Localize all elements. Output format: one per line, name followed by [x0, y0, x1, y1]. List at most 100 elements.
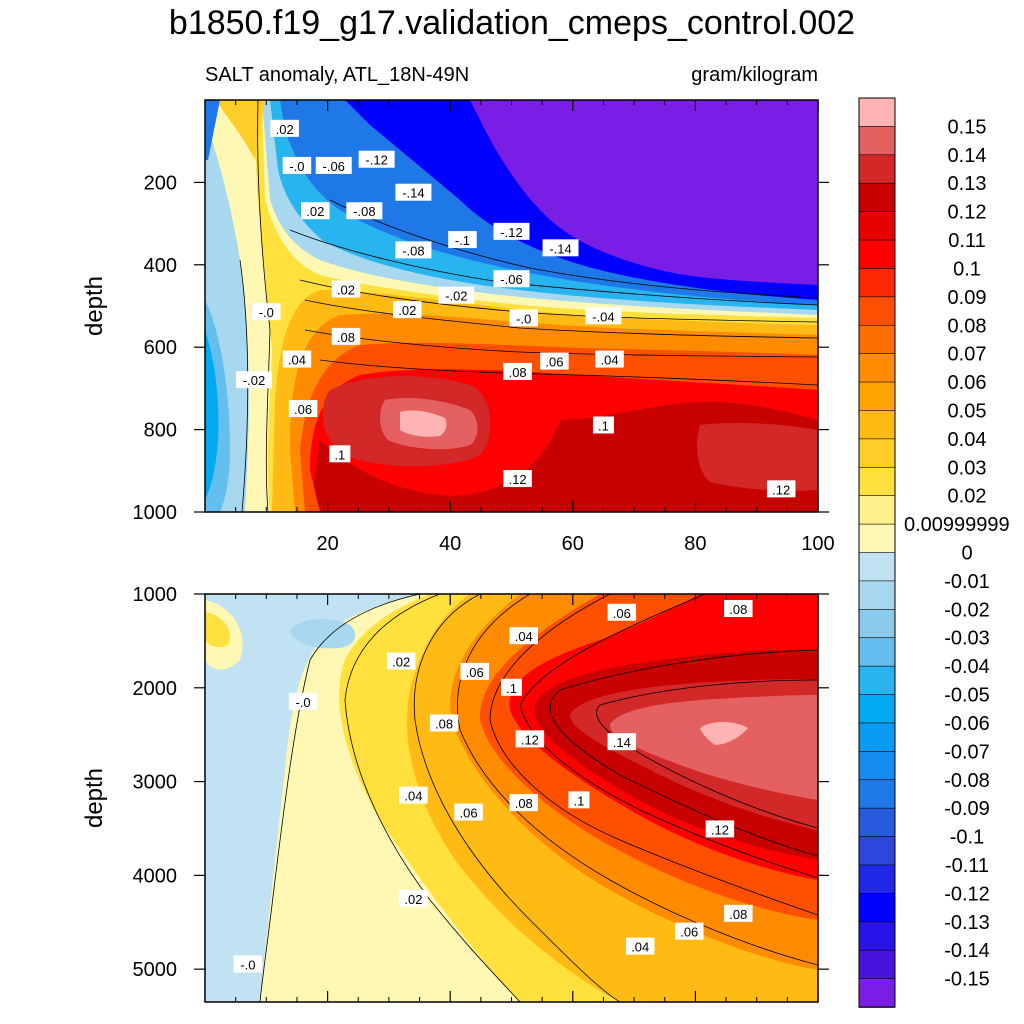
contour-label-text: -.14: [549, 241, 571, 256]
contour-label-text: .1: [506, 681, 517, 696]
contour-label-text: .12: [772, 482, 790, 497]
contour-label: -.12: [493, 222, 530, 240]
lower-contour-lines: [259, 594, 818, 1002]
contour-label-text: -.02: [445, 289, 467, 304]
contour-label-box: [724, 904, 753, 922]
contour-label: .08: [509, 794, 539, 812]
contour-label: -.08: [346, 202, 383, 220]
upper-contour-line-4: [319, 359, 818, 386]
colorbar-swatch: [858, 268, 896, 298]
contour-label-box: [399, 889, 428, 907]
lower-y-axis-label: depth: [81, 768, 108, 828]
contour-label: .1: [501, 678, 522, 696]
lower-band-pink: [700, 722, 748, 745]
colorbar-swatch: [858, 523, 896, 554]
contour-label-box: [509, 794, 539, 812]
upper-contour-line-3: [304, 329, 818, 358]
contour-label-text: .04: [515, 629, 533, 644]
contour-label: -.02: [236, 371, 273, 389]
contour-label-box: [301, 202, 330, 220]
lower-y-tick-label: 2000: [133, 678, 178, 700]
contour-label-text: -.12: [500, 225, 522, 240]
contour-label-box: [503, 362, 532, 380]
upper-y-tick-label: 200: [144, 172, 177, 194]
upper-band-core-pink: [400, 410, 447, 437]
upper-band-purple: [470, 100, 818, 285]
contour-label-box: [766, 480, 796, 498]
lower-contour-line-3: [413, 594, 621, 1002]
contour-label-box: [252, 303, 281, 321]
contour-label-box: [585, 307, 622, 325]
contour-label: .02: [331, 280, 361, 298]
colorbar-label: -0.1: [950, 827, 984, 849]
contour-label-box: [607, 733, 637, 751]
colorbar-label: 0.00999999: [904, 514, 1010, 536]
lower-band-rose: [610, 695, 818, 800]
colorbar-label: 0.13: [948, 173, 987, 195]
contour-label-box: [515, 730, 545, 748]
colorbar-label: 0.11: [948, 230, 985, 252]
contour-label: .02: [386, 652, 416, 670]
contour-label: .08: [724, 600, 753, 618]
contour-label-text: .04: [288, 353, 306, 368]
contour-label-box: [395, 241, 432, 259]
contour-label: -.0: [288, 692, 318, 710]
contour-label: -.08: [395, 241, 432, 259]
contour-label-box: [288, 692, 318, 710]
contour-label: .06: [675, 922, 704, 940]
contour-label-box: [358, 150, 395, 168]
contour-label: .12: [766, 480, 796, 498]
colorbar-swatch: [858, 324, 896, 355]
contour-label-text: .1: [574, 793, 585, 808]
colorbar-swatch: [858, 807, 896, 838]
contour-label: -.06: [315, 156, 352, 174]
colorbar-label: 0.02: [948, 486, 987, 508]
contour-label-box: [270, 119, 299, 137]
contour-label: .12: [705, 820, 735, 838]
contour-label-box: [460, 662, 489, 680]
contour-label: -.0: [252, 303, 281, 321]
contour-label-text: .06: [613, 606, 631, 621]
contour-label-box: [595, 350, 624, 368]
contour-label-text: .06: [545, 355, 563, 370]
colorbar-swatch: [858, 978, 896, 1008]
colorbar-swatch: [858, 466, 896, 497]
lower-contour-line-2: [344, 594, 521, 1002]
lower-y-tick-label: 5000: [133, 959, 178, 981]
upper-band-surface-yellow: [215, 100, 265, 160]
upper-y-tick-label: 400: [144, 255, 177, 277]
colorbar-label: 0.05: [948, 400, 987, 422]
contour-label-text: -.04: [592, 309, 614, 324]
contour-label: .04: [509, 627, 539, 645]
upper-y-tick-label: 600: [144, 337, 177, 359]
contour-label: .02: [399, 889, 428, 907]
colorbar-label: 0.09: [948, 287, 987, 309]
colorbar-swatch: [858, 154, 896, 185]
contour-label-text: -.0: [516, 311, 531, 326]
contour-label: .12: [515, 730, 545, 748]
contour-label-box: [540, 352, 569, 370]
contour-label-text: -.06: [500, 272, 522, 287]
contour-label: .14: [607, 733, 637, 751]
upper-band-left-cyan: [205, 330, 219, 500]
contour-label: .06: [288, 400, 318, 417]
colorbar-swatch: [858, 779, 896, 809]
contour-label-text: -.0: [295, 695, 310, 710]
contour-label: .04: [595, 350, 624, 368]
colorbar-swatch: [858, 211, 896, 241]
contour-label-box: [501, 678, 522, 696]
contour-label-box: [448, 231, 477, 249]
contour-label: .04: [625, 937, 655, 955]
colorbar-label: -0.09: [944, 798, 990, 820]
contour-label: -.1: [448, 231, 477, 249]
colorbar-label: -0.03: [944, 628, 990, 650]
contour-label-text: -.02: [243, 373, 265, 388]
colorbar-label: -0.02: [944, 599, 990, 621]
colorbar-swatch: [858, 751, 896, 781]
contour-label: -.12: [358, 150, 395, 168]
colorbar-swatch: [858, 836, 896, 866]
contour-label: -.14: [395, 183, 432, 201]
colorbar-label: -0.04: [944, 656, 990, 678]
contour-label-text: .1: [334, 447, 345, 462]
contour-label-box: [282, 350, 312, 368]
